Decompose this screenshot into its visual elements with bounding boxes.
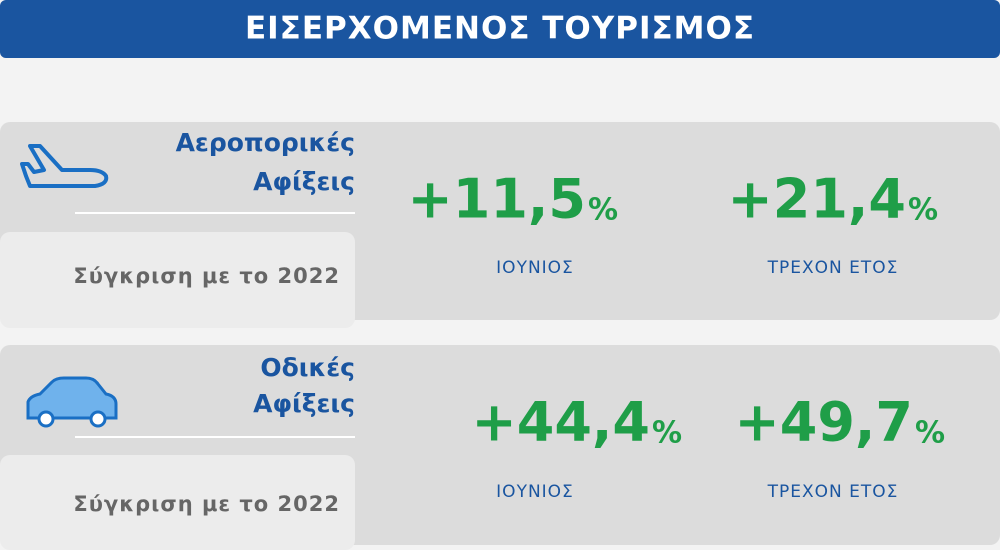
section-label: Οδικές <box>260 353 355 382</box>
stat-value: +49,7 <box>735 391 913 454</box>
stat-value: +21,4 <box>728 168 906 231</box>
header-bar <box>0 0 1000 58</box>
stat-label: ΙΟΥΝΙΟΣ <box>496 258 574 278</box>
panel-notch <box>0 232 355 328</box>
comparison-text: Σύγκριση με το 2022 <box>73 492 340 516</box>
stat-label: ΤΡΕΧΟΝ ΕΤΟΣ <box>767 482 899 502</box>
plane-icon <box>20 144 109 188</box>
section-label: Αφίξεις <box>253 389 355 418</box>
stat-unit: % <box>915 416 945 451</box>
stat-value: +44,4 <box>472 391 650 454</box>
stat-value: +11,5 <box>408 168 586 231</box>
stat-unit: % <box>652 416 682 451</box>
header-title: ΕΙΣΕΡΧΟΜΕΝΟΣ ΤΟΥΡΙΣΜΟΣ <box>245 11 755 47</box>
car-icon <box>26 376 118 428</box>
stat-label: ΤΡΕΧΟΝ ΕΤΟΣ <box>767 258 899 278</box>
stat-unit: % <box>908 193 938 228</box>
comparison-text: Σύγκριση με το 2022 <box>73 264 340 288</box>
panel-notch <box>0 455 355 550</box>
stat-label: ΙΟΥΝΙΟΣ <box>496 482 574 502</box>
section-label: Αφίξεις <box>253 167 355 196</box>
stat-unit: % <box>588 193 618 228</box>
section-label: Αεροπορικές <box>176 128 355 157</box>
